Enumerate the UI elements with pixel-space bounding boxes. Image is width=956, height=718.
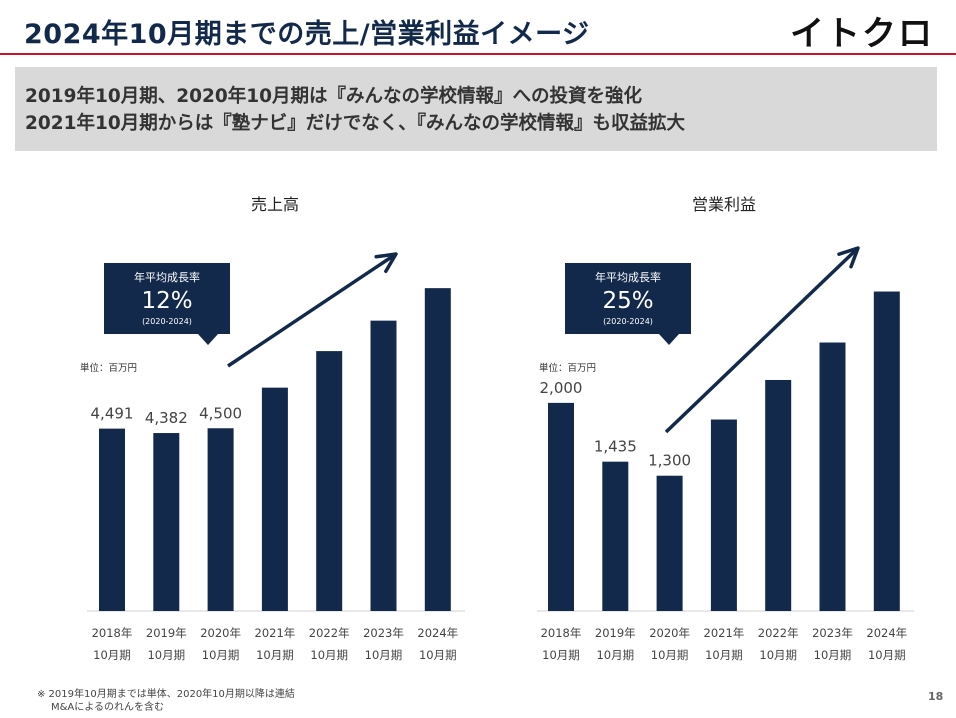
data-label: 1,435 <box>594 438 637 456</box>
cagr-value: 25% <box>602 288 653 314</box>
unit-label: 単位：百万円 <box>539 362 596 374</box>
growth-arrow-head <box>374 252 398 273</box>
page-title: 2024年10月期までの売上/営業利益イメージ <box>24 19 590 50</box>
growth-arrow-head <box>837 246 860 269</box>
bar-2022年 <box>765 379 792 611</box>
x-tick-label-year: 2022年 <box>758 626 799 640</box>
x-tick-label-period: 10月期 <box>147 648 185 662</box>
footnote: ※ 2019年10月期までは単体、2020年10月期以降は連結 M&Aによるのれ… <box>37 688 295 714</box>
x-tick-label-year: 2024年 <box>417 626 458 640</box>
cagr-period: (2020-2024) <box>603 317 653 326</box>
bar-2018年 <box>99 428 125 611</box>
cagr-callout-box <box>565 263 691 345</box>
bar-2023年 <box>819 342 846 611</box>
data-label: 2,000 <box>540 379 583 397</box>
cagr-period: (2020-2024) <box>142 317 192 326</box>
bar-2021年 <box>710 419 737 611</box>
x-tick-label-period: 10月期 <box>310 648 348 662</box>
summary-line-1: 2019年10月期、2020年10月期は『みんなの学校情報』への投資を強化 <box>25 86 642 107</box>
chart-title: 営業利益 <box>692 195 756 214</box>
data-label: 4,500 <box>199 404 242 422</box>
x-tick-label-period: 10月期 <box>705 648 743 662</box>
x-tick-label-year: 2019年 <box>595 626 636 640</box>
x-tick-label-period: 10月期 <box>651 648 689 662</box>
x-tick-label-year: 2021年 <box>255 626 296 640</box>
x-tick-label-period: 10月期 <box>814 648 852 662</box>
x-tick-label-year: 2020年 <box>649 626 690 640</box>
x-tick-label-period: 10月期 <box>542 648 580 662</box>
bar-2022年 <box>316 351 343 611</box>
cagr-label: 年平均成長率 <box>134 270 200 284</box>
bar-2024年 <box>424 288 451 611</box>
x-tick-label-period: 10月期 <box>93 648 131 662</box>
x-tick-label-period: 10月期 <box>202 648 240 662</box>
data-label: 4,382 <box>145 409 188 427</box>
bar-2019年 <box>602 461 629 611</box>
data-label: 4,491 <box>91 405 134 423</box>
page-number: 18 <box>928 690 944 703</box>
bar-2018年 <box>548 402 574 611</box>
title-underline <box>0 53 956 55</box>
data-label: 1,300 <box>648 452 691 470</box>
company-logo: イトクロ <box>790 14 934 54</box>
x-tick-label-period: 10月期 <box>868 648 906 662</box>
bar-2021年 <box>261 387 288 611</box>
chart-title: 売上高 <box>251 195 299 214</box>
growth-arrow-line <box>227 252 397 368</box>
cagr-value: 12% <box>141 288 192 314</box>
x-tick-label-year: 2024年 <box>866 626 907 640</box>
x-tick-label-year: 2023年 <box>363 626 404 640</box>
bar-2023年 <box>370 320 397 611</box>
bar-2020年 <box>207 428 234 611</box>
bar-2020年 <box>656 475 683 611</box>
x-tick-label-year: 2019年 <box>146 626 187 640</box>
x-tick-label-year: 2023年 <box>812 626 853 640</box>
x-tick-label-year: 2018年 <box>92 626 133 640</box>
cagr-label: 年平均成長率 <box>595 270 661 284</box>
bar-2019年 <box>153 433 180 611</box>
bar-2024年 <box>873 291 900 611</box>
x-tick-label-period: 10月期 <box>365 648 403 662</box>
footnote-line-2: M&Aによるのれんを含む <box>51 702 164 713</box>
x-tick-label-period: 10月期 <box>419 648 457 662</box>
x-tick-label-period: 10月期 <box>256 648 294 662</box>
unit-label: 単位：百万円 <box>80 362 137 374</box>
footnote-line-1: ※ 2019年10月期までは単体、2020年10月期以降は連結 <box>37 689 295 700</box>
summary-box: 2019年10月期、2020年10月期は『みんなの学校情報』への投資を強化 20… <box>15 67 937 151</box>
x-tick-label-period: 10月期 <box>759 648 797 662</box>
cagr-callout-box <box>104 263 230 345</box>
x-tick-label-year: 2021年 <box>704 626 745 640</box>
summary-line-2: 2021年10月期からは『塾ナビ』だけでなく、『みんなの学校情報』も収益拡大 <box>25 113 685 134</box>
growth-arrow-line <box>664 246 860 434</box>
x-tick-label-year: 2020年 <box>200 626 241 640</box>
x-tick-label-period: 10月期 <box>596 648 634 662</box>
x-tick-label-year: 2018年 <box>541 626 582 640</box>
x-tick-label-year: 2022年 <box>309 626 350 640</box>
